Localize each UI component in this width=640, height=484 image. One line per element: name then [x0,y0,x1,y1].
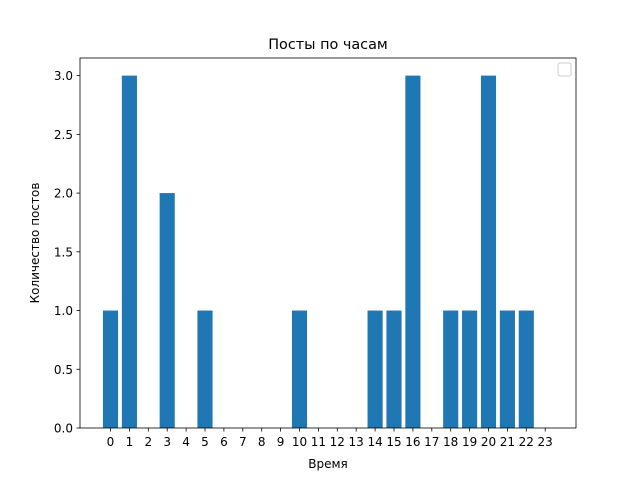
x-tick-label: 13 [349,435,364,449]
y-tick-label: 0.5 [54,363,73,377]
bar-hour-18 [443,310,459,428]
legend [557,62,572,77]
bar-hour-0 [102,310,119,428]
x-tick-label: 0 [107,435,115,449]
legend-box [557,62,572,77]
y-tick-label: 1.0 [54,304,73,318]
x-tick-label: 5 [201,435,209,449]
x-tick-label: 21 [500,435,515,449]
bar-hour-1 [121,75,137,429]
x-tick-label: 20 [481,435,496,449]
x-tick-label: 22 [519,435,534,449]
y-tick-label: 1.5 [54,245,73,259]
x-tick-label: 1 [126,435,134,449]
x-tick-label: 12 [330,435,345,449]
bar-hour-14 [367,310,383,428]
x-tick-label: 16 [405,435,420,449]
x-tick-label: 6 [220,435,228,449]
x-tick-label: 17 [424,435,439,449]
x-tick-label: 19 [462,435,477,449]
x-tick-label: 18 [443,435,458,449]
ticks-layer: 0 1 2 3 4 5 6 7 8 9 10 11 12 13 14 15 16 17 18 19 20 21 22 230.… [54,69,553,449]
bar-hour-22 [518,310,534,428]
bars-layer [102,75,534,429]
bar-hour-15 [386,310,402,428]
x-tick-label: 14 [367,435,382,449]
y-tick-label: 3.0 [54,69,73,83]
chart-title: Посты по часам [268,37,388,53]
x-tick-label: 15 [386,435,401,449]
bar-hour-5 [197,310,213,428]
x-tick-label: 2 [144,435,152,449]
y-tick-label: 2.5 [54,128,73,142]
y-tick-label: 2.0 [54,187,73,201]
x-tick-label: 4 [182,435,190,449]
bar-hour-10 [291,310,308,428]
bar-hour-20 [480,75,497,429]
bar-hour-3 [159,193,175,428]
plot-frame [79,57,577,429]
x-tick-label: 23 [538,435,553,449]
x-tick-label: 7 [239,435,247,449]
bar-hour-16 [405,75,421,429]
y-tick-label: 0.0 [54,422,73,436]
x-tick-label: 8 [258,435,266,449]
x-tick-label: 11 [311,435,326,449]
x-axis-label: Время [308,457,348,471]
x-tick-label: 10 [292,435,307,449]
x-tick-label: 9 [277,435,285,449]
y-axis-label: Количество постов [28,183,42,304]
bar-hour-21 [499,310,515,428]
x-tick-label: 3 [163,435,171,449]
bar-hour-19 [462,310,478,428]
